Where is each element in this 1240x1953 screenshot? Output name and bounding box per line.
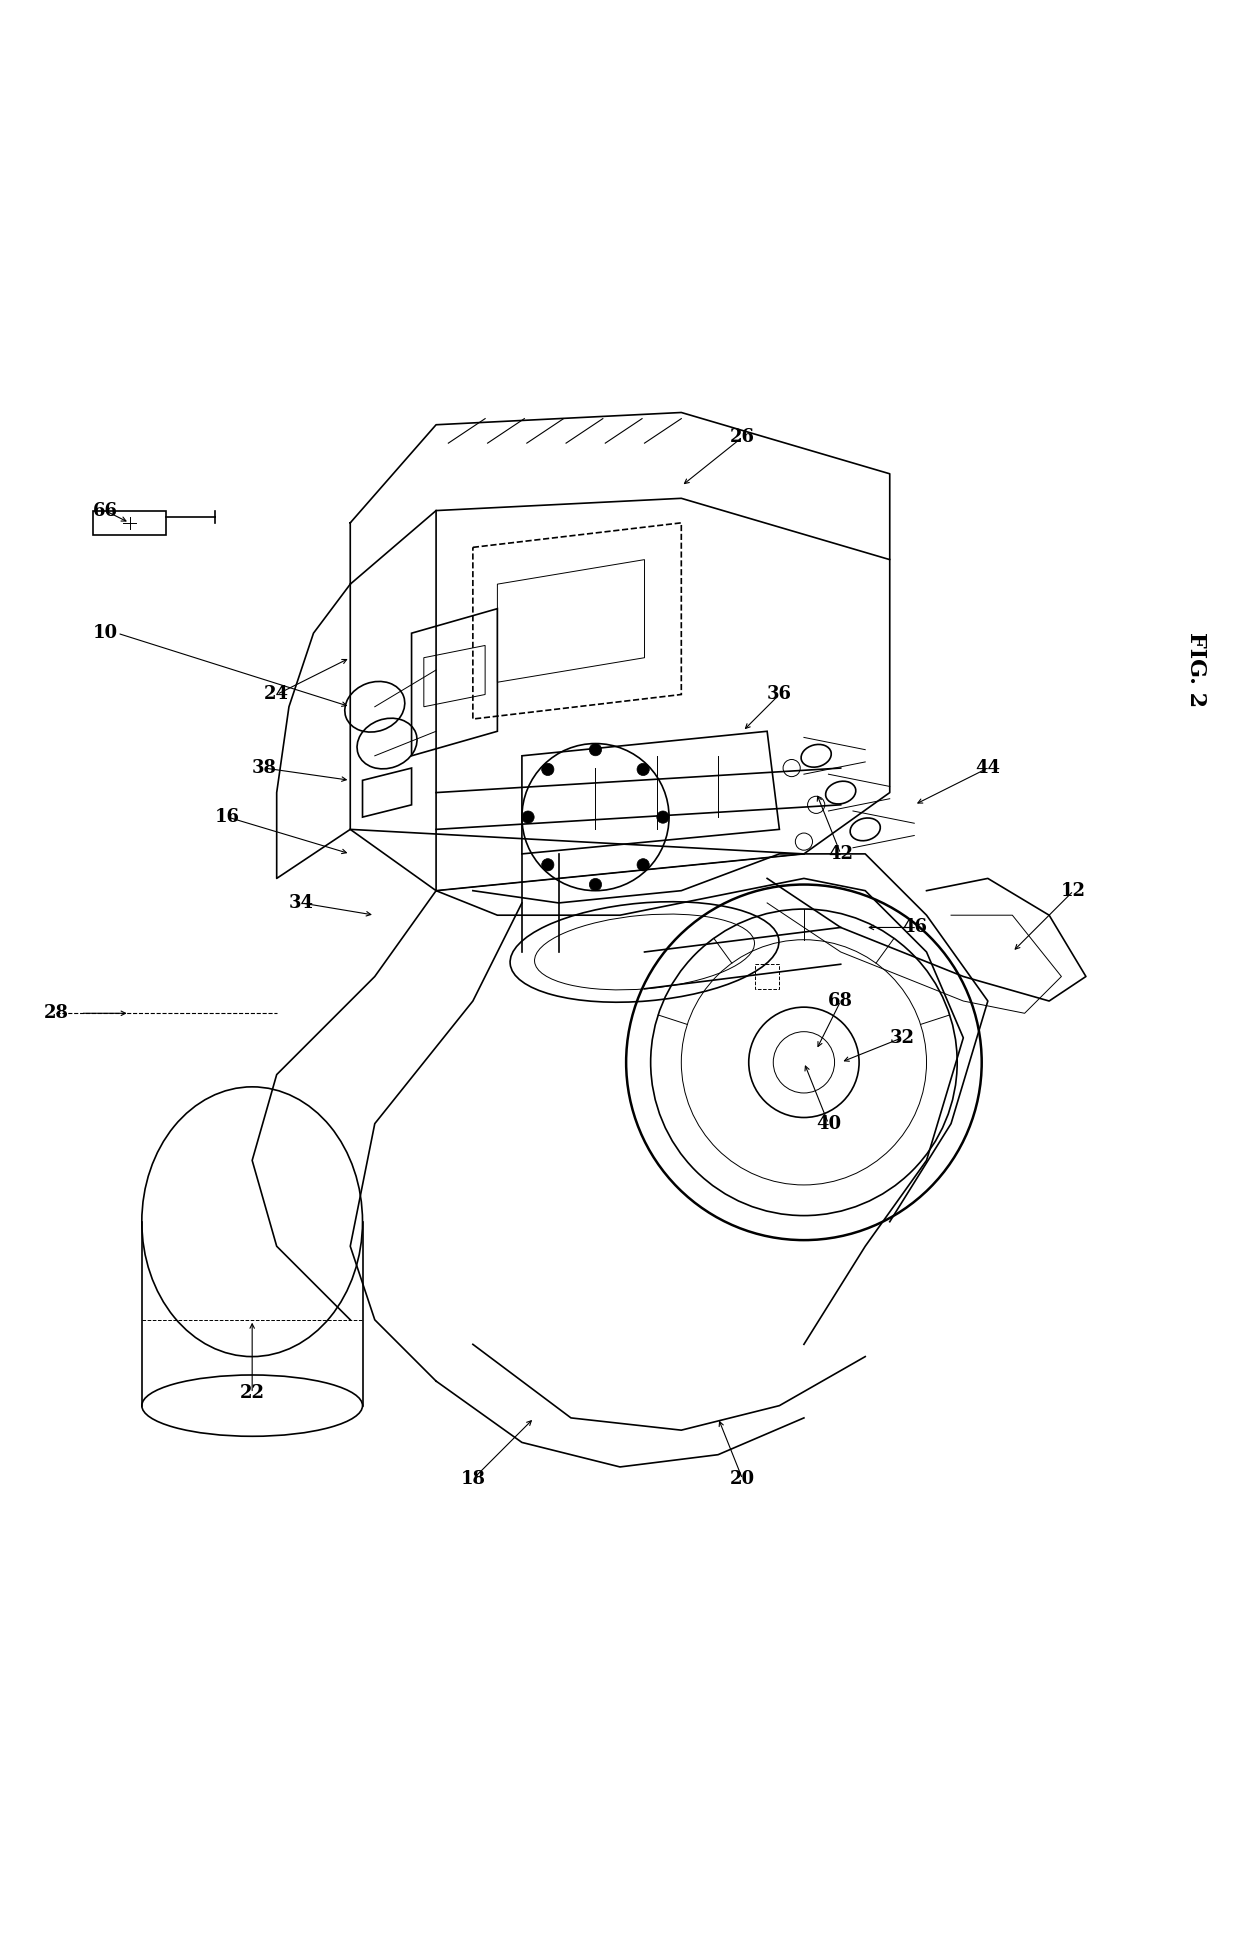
Circle shape xyxy=(542,764,554,775)
Text: 28: 28 xyxy=(43,1004,68,1021)
Text: 18: 18 xyxy=(460,1471,485,1488)
Text: 36: 36 xyxy=(766,686,792,703)
Text: 26: 26 xyxy=(730,428,755,445)
Circle shape xyxy=(637,764,650,775)
Text: 12: 12 xyxy=(1061,881,1086,900)
Circle shape xyxy=(589,744,601,756)
Text: 42: 42 xyxy=(828,846,853,863)
Text: FIG. 2: FIG. 2 xyxy=(1185,633,1208,707)
Text: 44: 44 xyxy=(976,760,1001,777)
Text: 22: 22 xyxy=(239,1385,264,1402)
Text: 24: 24 xyxy=(264,686,289,703)
Text: 20: 20 xyxy=(730,1471,755,1488)
Circle shape xyxy=(589,879,601,891)
Circle shape xyxy=(657,810,670,824)
Text: 46: 46 xyxy=(901,918,926,935)
Circle shape xyxy=(637,859,650,871)
Text: 40: 40 xyxy=(816,1115,841,1133)
Text: 32: 32 xyxy=(889,1029,915,1047)
Text: 66: 66 xyxy=(93,502,118,519)
Text: 38: 38 xyxy=(252,760,277,777)
Circle shape xyxy=(542,859,554,871)
Circle shape xyxy=(522,810,534,824)
Text: 68: 68 xyxy=(828,992,853,1010)
Text: 16: 16 xyxy=(216,809,241,826)
Text: 10: 10 xyxy=(93,625,118,643)
Text: 34: 34 xyxy=(289,894,314,912)
